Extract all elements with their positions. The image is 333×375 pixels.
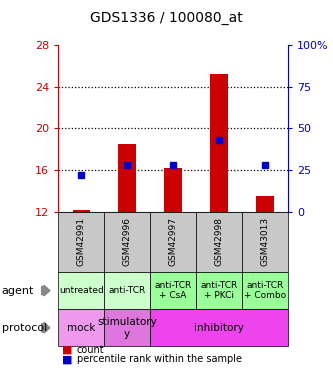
Bar [256, 196, 274, 212]
Text: GDS1336 / 100080_at: GDS1336 / 100080_at [90, 11, 243, 25]
Text: ■: ■ [62, 345, 72, 355]
Text: protocol: protocol [2, 323, 47, 333]
Text: GSM42998: GSM42998 [214, 217, 224, 266]
Bar [210, 74, 228, 212]
Text: percentile rank within the sample: percentile rank within the sample [77, 354, 241, 364]
Text: anti-TCR: anti-TCR [109, 286, 146, 295]
Text: ■: ■ [62, 354, 72, 364]
Text: mock: mock [67, 323, 96, 333]
Text: anti-TCR
+ Combo: anti-TCR + Combo [244, 281, 286, 300]
Text: GSM42991: GSM42991 [77, 217, 86, 266]
Text: untreated: untreated [59, 286, 104, 295]
Text: count: count [77, 345, 104, 355]
Bar [165, 168, 182, 212]
Text: GSM43013: GSM43013 [260, 217, 270, 266]
Text: anti-TCR
+ PKCi: anti-TCR + PKCi [200, 281, 238, 300]
Text: stimulatory
y: stimulatory y [97, 317, 157, 339]
Bar [73, 210, 90, 212]
Text: GSM42997: GSM42997 [168, 217, 178, 266]
Bar [119, 144, 136, 212]
Text: agent: agent [2, 286, 34, 296]
Text: inhibitory: inhibitory [194, 323, 244, 333]
Text: GSM42996: GSM42996 [123, 217, 132, 266]
Text: anti-TCR
+ CsA: anti-TCR + CsA [155, 281, 192, 300]
